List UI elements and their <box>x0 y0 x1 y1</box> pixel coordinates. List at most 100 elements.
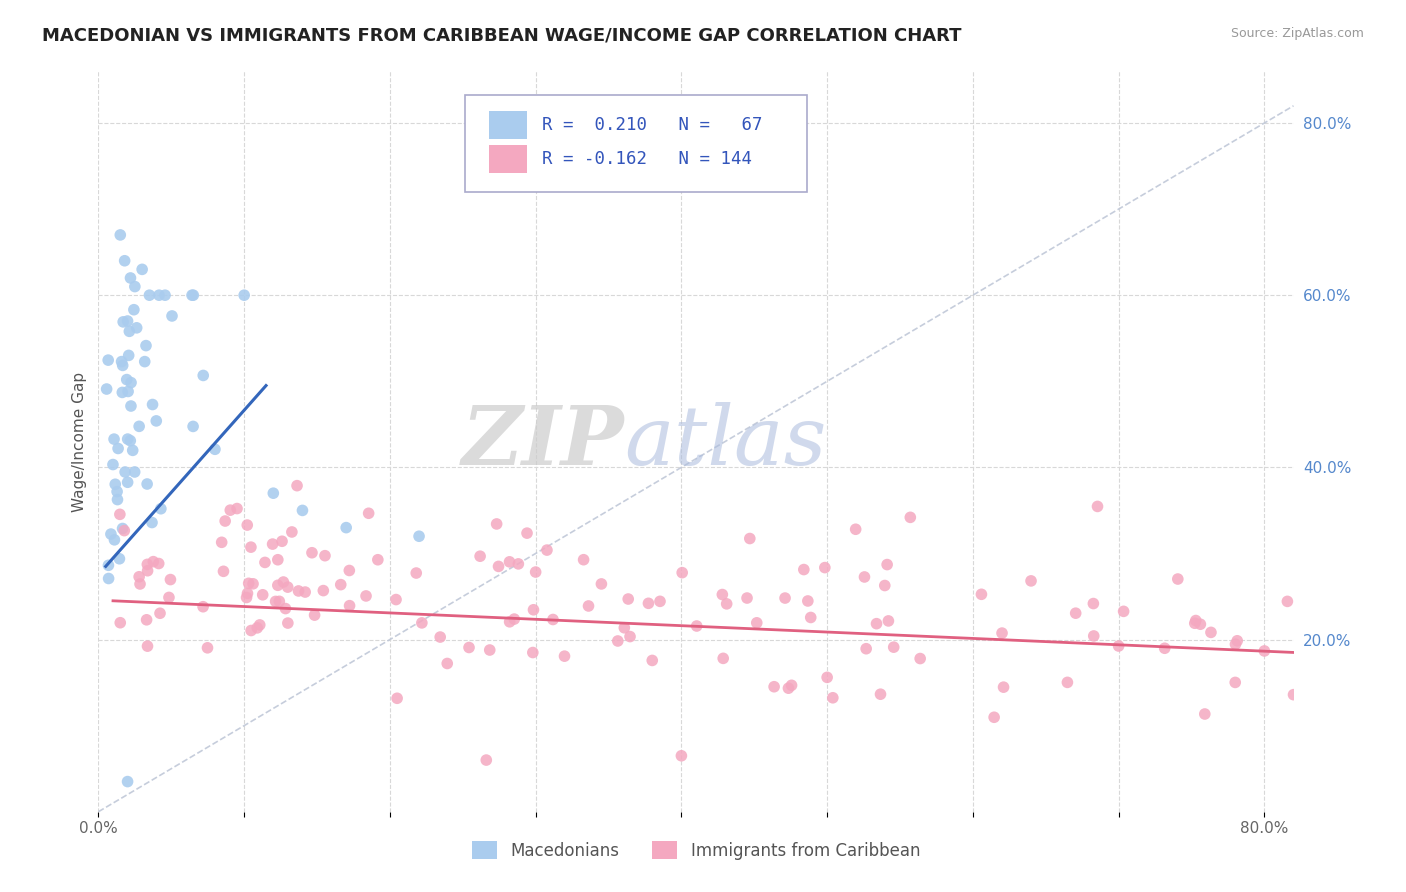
Point <box>134 354 156 368</box>
Point <box>508 557 530 571</box>
Point <box>277 615 299 630</box>
Point <box>235 591 257 605</box>
Text: MACEDONIAN VS IMMIGRANTS FROM CARIBBEAN WAGE/INCOME GAP CORRELATION CHART: MACEDONIAN VS IMMIGRANTS FROM CARIBBEAN … <box>42 27 962 45</box>
Point <box>738 532 761 546</box>
Point <box>1019 574 1042 588</box>
Point <box>136 639 159 653</box>
Point <box>354 589 377 603</box>
Point <box>204 442 226 457</box>
Point <box>262 537 284 551</box>
Point <box>312 583 335 598</box>
Point <box>287 584 309 599</box>
Point <box>411 615 433 630</box>
Text: ZIP: ZIP <box>461 401 624 482</box>
Point <box>271 534 294 549</box>
Point <box>107 492 129 507</box>
Point <box>141 516 163 530</box>
Point <box>269 594 291 608</box>
Point <box>1167 572 1189 586</box>
Point <box>1226 633 1249 648</box>
Point <box>120 376 142 390</box>
Point <box>991 626 1014 640</box>
Point <box>983 710 1005 724</box>
Point <box>516 526 538 541</box>
Point <box>121 443 143 458</box>
Point <box>273 574 295 589</box>
Point <box>436 657 458 671</box>
Point <box>294 585 316 599</box>
Point <box>815 670 838 684</box>
Point <box>212 564 235 578</box>
Point <box>114 253 136 268</box>
Point <box>214 514 236 528</box>
Point <box>572 552 595 566</box>
Point <box>314 549 336 563</box>
Point <box>120 434 142 448</box>
Point <box>107 442 129 456</box>
Point <box>773 591 796 605</box>
Point <box>970 587 993 601</box>
Point <box>262 486 284 500</box>
Point <box>711 651 734 665</box>
Point <box>181 288 204 302</box>
Point <box>103 533 125 547</box>
Point <box>136 558 159 572</box>
Point <box>120 399 142 413</box>
Point <box>264 594 287 608</box>
Point <box>800 610 823 624</box>
Point <box>131 262 153 277</box>
Point <box>236 586 259 600</box>
Legend: Macedonians, Immigrants from Caribbean: Macedonians, Immigrants from Caribbean <box>465 835 927 866</box>
Point <box>197 640 219 655</box>
Point <box>1184 614 1206 628</box>
Point <box>855 641 877 656</box>
Point <box>114 465 136 479</box>
Point <box>671 566 693 580</box>
Text: atlas: atlas <box>624 401 827 482</box>
Point <box>993 680 1015 694</box>
Point <box>385 592 408 607</box>
Point <box>876 558 898 572</box>
Point <box>117 384 139 399</box>
Point <box>408 529 430 543</box>
Point <box>522 646 544 660</box>
Point <box>304 608 326 623</box>
Point <box>498 555 520 569</box>
Point <box>648 594 671 608</box>
Point <box>193 368 215 383</box>
Point <box>118 324 141 338</box>
Point <box>160 309 183 323</box>
Point <box>503 612 526 626</box>
Point <box>112 315 135 329</box>
Point <box>617 592 640 607</box>
Point <box>120 271 142 285</box>
Point <box>1064 606 1087 620</box>
Point <box>141 397 163 411</box>
Point <box>1108 639 1130 653</box>
Point <box>240 624 263 638</box>
Point <box>101 458 124 472</box>
Point <box>780 678 803 692</box>
Point <box>405 566 427 580</box>
Point <box>898 510 921 524</box>
Point <box>1194 706 1216 721</box>
Point <box>236 518 259 533</box>
Point <box>148 288 170 302</box>
Point <box>686 619 709 633</box>
Point <box>118 348 141 362</box>
Point <box>1189 617 1212 632</box>
Point <box>157 591 180 605</box>
Text: R = -0.162   N = 144: R = -0.162 N = 144 <box>541 150 752 168</box>
Point <box>111 359 134 373</box>
Point <box>1184 616 1206 631</box>
Point <box>498 615 520 629</box>
Point <box>246 621 269 635</box>
Point <box>124 465 146 479</box>
Point <box>267 578 290 592</box>
Point <box>1153 641 1175 656</box>
Point <box>125 321 148 335</box>
Point <box>385 691 408 706</box>
Point <box>136 477 159 491</box>
Point <box>475 753 498 767</box>
Point <box>249 618 271 632</box>
